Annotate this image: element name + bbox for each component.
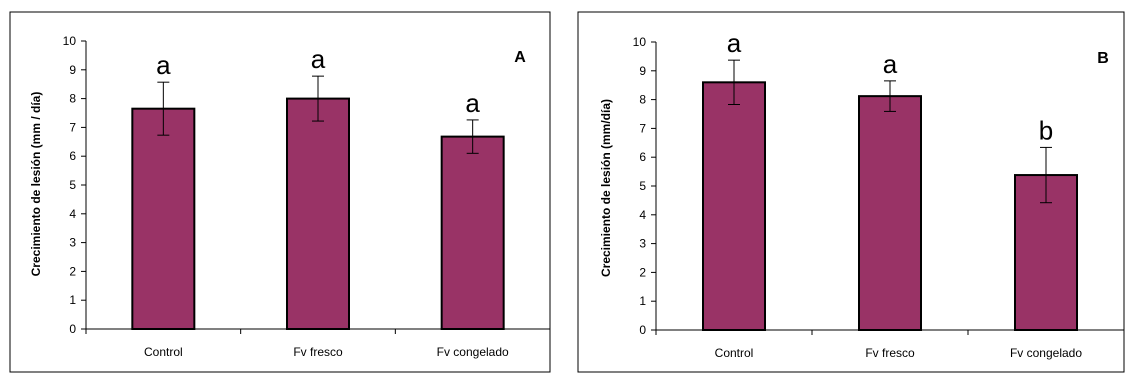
axes (655, 42, 1125, 335)
axes (85, 41, 551, 334)
y-axis-label: Crecimiento de lesión (mm / día) (29, 92, 43, 277)
x-tick-label: Fv congelado (1010, 346, 1082, 360)
bars (702, 81, 1078, 331)
y-tick-label: 3 (69, 236, 76, 250)
significance-letter: b (1039, 115, 1053, 145)
y-tick-label: 5 (69, 178, 76, 192)
error-bars (728, 59, 1052, 204)
y-ticks: 0 1 2 3 4 5 6 7 8 9 10 (63, 34, 86, 336)
significance-letters: a a b (727, 28, 1053, 145)
bar (702, 81, 766, 331)
y-tick-label: 6 (639, 150, 646, 164)
y-tick-label: 10 (633, 35, 647, 49)
y-tick-label: 7 (639, 121, 646, 135)
significance-letter: a (311, 44, 326, 74)
significance-letter: a (883, 49, 898, 79)
significance-letters: a a a (156, 44, 480, 118)
bars (131, 97, 505, 331)
y-tick-label: 2 (69, 264, 76, 278)
y-tick-label: 0 (639, 323, 646, 337)
x-tick-label: Fv congelado (437, 345, 509, 359)
panel-label: A (514, 49, 526, 66)
bar (440, 135, 505, 330)
y-axis-label: Crecimiento de lesión (mm/día) (599, 99, 613, 277)
chart-panel-b: B Crecimiento de lesión (mm/día) 0 1 2 3 4 5 6… (577, 11, 1125, 373)
y-tick-label: 8 (639, 93, 646, 107)
significance-letter: a (727, 28, 742, 58)
bar (286, 97, 350, 330)
y-tick-label: 0 (69, 322, 76, 336)
y-tick-label: 6 (69, 149, 76, 163)
error-bars (157, 75, 479, 154)
x-tick-labels: Control Fv fresco Fv congelado (144, 345, 509, 359)
x-tick-label: Fv fresco (865, 346, 915, 360)
bar (858, 95, 922, 331)
y-tick-label: 3 (639, 237, 646, 251)
y-tick-label: 9 (69, 63, 76, 77)
y-tick-label: 10 (63, 34, 77, 48)
x-tick-label: Control (144, 345, 183, 359)
y-tick-label: 1 (69, 293, 76, 307)
x-tick-label: Control (715, 346, 754, 360)
y-tick-label: 4 (639, 208, 646, 222)
significance-letter: a (465, 88, 480, 118)
y-tick-label: 5 (639, 179, 646, 193)
y-tick-label: 8 (69, 92, 76, 106)
y-tick-label: 2 (639, 265, 646, 279)
y-ticks: 0 1 2 3 4 5 6 7 8 9 10 (633, 35, 656, 337)
y-tick-label: 1 (639, 294, 646, 308)
x-tick-label: Fv fresco (293, 345, 343, 359)
x-tick-labels: Control Fv fresco Fv congelado (715, 346, 1083, 360)
y-tick-label: 9 (639, 64, 646, 78)
y-tick-label: 7 (69, 120, 76, 134)
panel-label: B (1097, 50, 1109, 67)
bar (131, 107, 196, 331)
y-tick-label: 4 (69, 207, 76, 221)
chart-panel-a: A Crecimiento de lesión (mm / día) 0 1 2 3 4… (9, 11, 551, 373)
significance-letter: a (156, 50, 171, 80)
